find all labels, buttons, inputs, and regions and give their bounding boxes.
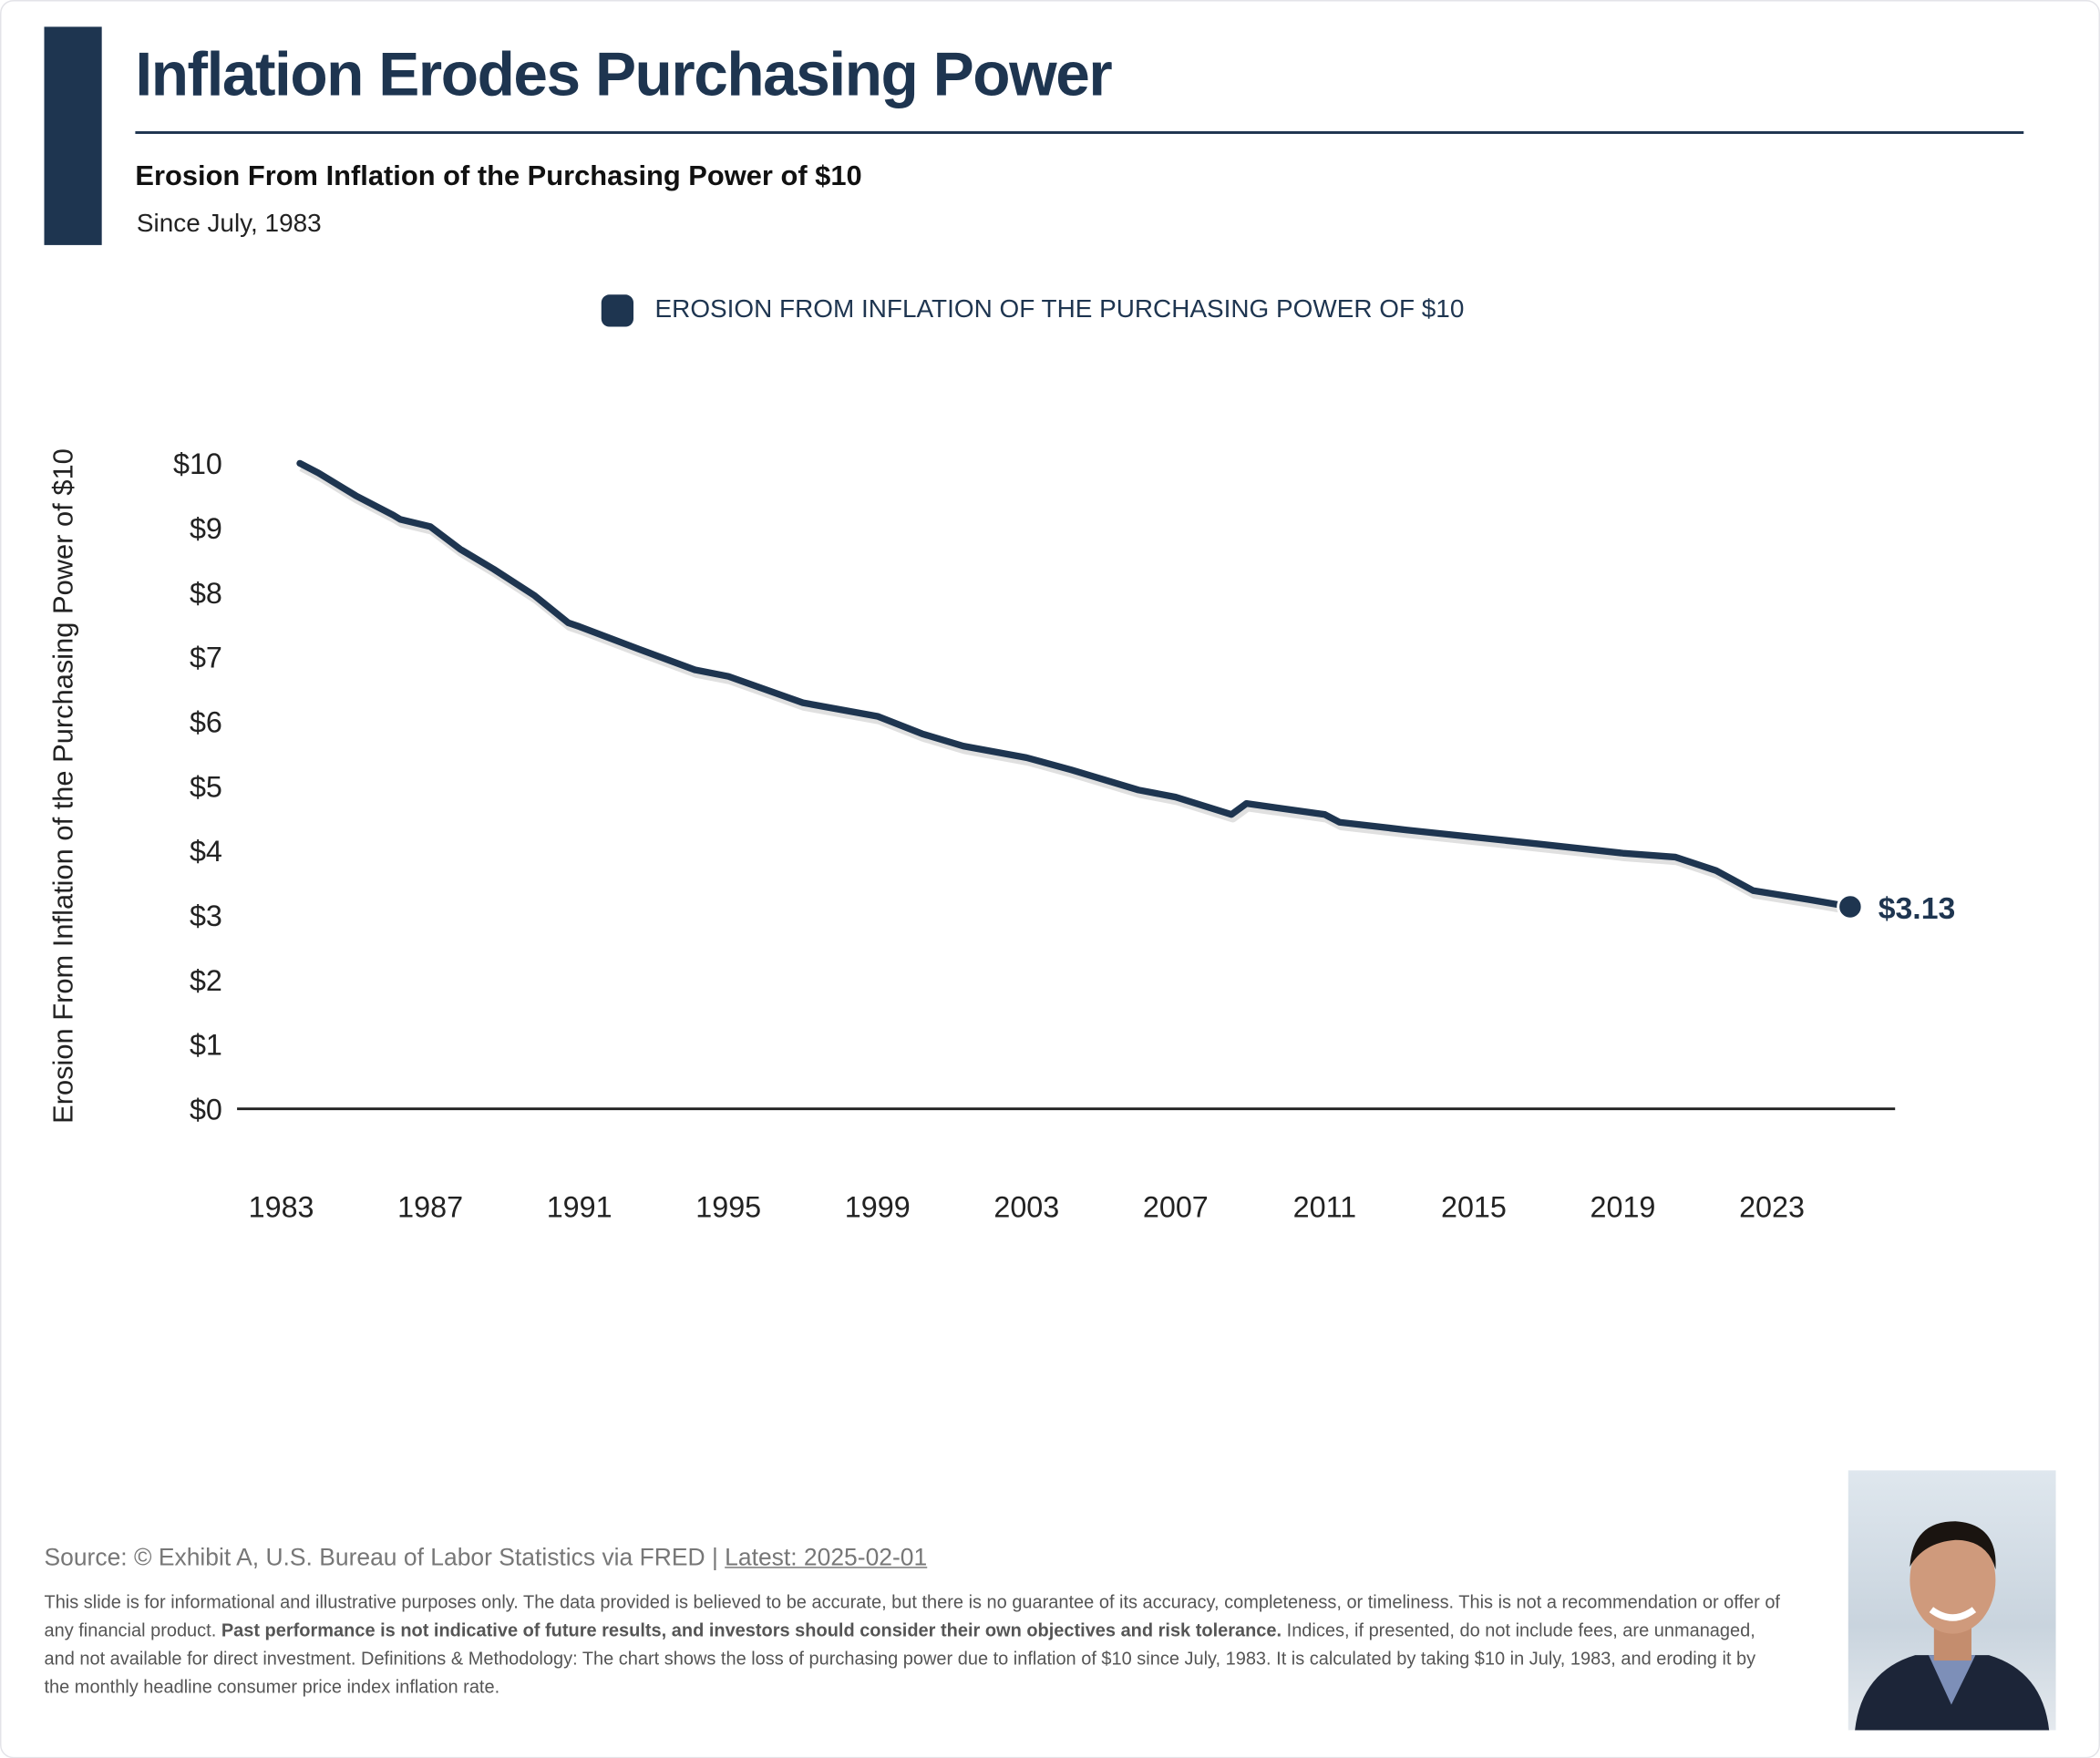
accent-bar [44, 26, 102, 245]
y-tick-label: $7 [190, 642, 222, 674]
x-tick-label: 2003 [993, 1191, 1059, 1224]
disclaimer: This slide is for informational and illu… [44, 1588, 1785, 1701]
x-tick-label: 1983 [249, 1191, 314, 1224]
y-tick-label: $1 [190, 1029, 222, 1062]
x-tick-label: 1995 [695, 1191, 761, 1224]
y-axis-label: Erosion From Inflation of the Purchasing… [46, 448, 78, 1124]
x-tick-label: 2011 [1293, 1191, 1356, 1224]
disclaimer-text-2: Indices, if presented, do not include fe… [44, 1619, 1756, 1697]
line-chart: Erosion From Inflation of the Purchasing… [46, 447, 1956, 1224]
x-tick-label: 1999 [845, 1191, 911, 1224]
end-value-label: $3.13 [1879, 891, 1956, 926]
end-point-marker [1837, 893, 1864, 920]
title-divider [135, 131, 2024, 134]
legend: EROSION FROM INFLATION OF THE PURCHASING… [601, 294, 1465, 327]
legend-label: EROSION FROM INFLATION OF THE PURCHASING… [654, 295, 1465, 324]
y-tick-label: $2 [190, 964, 222, 997]
x-tick-label: 2019 [1590, 1191, 1656, 1224]
advisor-photo [1848, 1470, 2056, 1731]
x-tick-label: 2015 [1441, 1191, 1507, 1224]
chart-subtitle: Erosion From Inflation of the Purchasing… [135, 160, 862, 192]
y-tick-label: $10 [173, 447, 222, 480]
y-tick-label: $0 [190, 1093, 222, 1126]
y-tick-label: $3 [190, 900, 222, 932]
disclaimer-text-1: This slide is for informational and illu… [44, 1592, 1780, 1641]
series-line-shadow [299, 463, 1853, 915]
disclaimer-bold: Past performance is not indicative of fu… [221, 1619, 1282, 1641]
y-tick-label: $6 [190, 705, 222, 738]
series-line [296, 459, 1854, 910]
latest-link[interactable]: Latest: 2025-02-01 [725, 1544, 928, 1571]
x-tick-label: 2023 [1739, 1191, 1805, 1224]
y-tick-label: $4 [190, 835, 222, 868]
source-text: Source: © Exhibit A, U.S. Bureau of Labo… [44, 1544, 726, 1571]
source-line: Source: © Exhibit A, U.S. Bureau of Labo… [44, 1544, 927, 1572]
page-title: Inflation Erodes Purchasing Power [135, 38, 1112, 109]
y-tick-label: $9 [190, 512, 222, 545]
x-tick-label: 1987 [397, 1191, 463, 1224]
since-date: Since July, 1983 [136, 210, 322, 239]
y-tick-label: $8 [190, 577, 222, 610]
x-tick-label: 2007 [1143, 1191, 1209, 1224]
x-tick-label: 1991 [547, 1191, 612, 1224]
y-tick-label: $5 [190, 770, 222, 803]
legend-swatch [601, 294, 634, 327]
